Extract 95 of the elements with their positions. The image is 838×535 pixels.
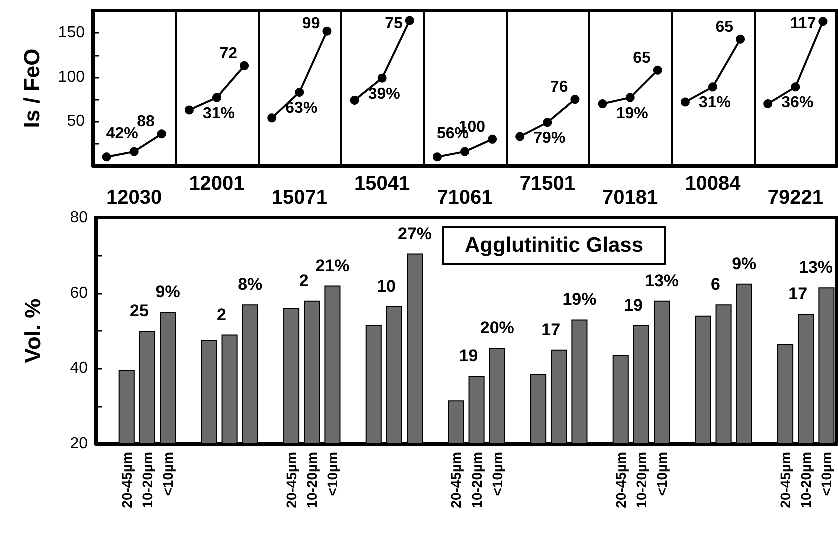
point xyxy=(102,152,112,162)
annotation: 31% xyxy=(698,94,732,112)
annotation: 20% xyxy=(480,318,514,338)
annotation: 63% xyxy=(286,100,318,117)
y-tick-label: 100 xyxy=(58,68,86,86)
point xyxy=(184,106,194,115)
x-tick-label: 10-20µm xyxy=(798,452,814,508)
point xyxy=(295,88,304,97)
annotation: 65 xyxy=(633,50,651,67)
point xyxy=(764,100,773,108)
annotation: 19 xyxy=(459,346,478,366)
x-tick-label: 12030 xyxy=(106,187,162,209)
x-tick-label: <10µm xyxy=(654,452,670,496)
y-tick-label: 20 xyxy=(70,436,88,452)
x-tick-label: 15041 xyxy=(354,173,410,195)
annotation: 25 xyxy=(130,302,149,320)
annotation: 2 xyxy=(299,271,309,290)
x-tick-label: 10084 xyxy=(685,173,742,195)
x-tick-label: 71501 xyxy=(520,173,576,195)
point xyxy=(432,152,442,162)
annotation: 19% xyxy=(616,105,648,122)
annotation: 10 xyxy=(376,277,396,296)
y-tick-label: 60 xyxy=(70,284,88,302)
x-tick-label: 10-20µm xyxy=(468,452,485,508)
point xyxy=(322,26,332,36)
point xyxy=(818,17,828,26)
x-tick-label: 71061 xyxy=(437,187,493,209)
y-tick-label: 150 xyxy=(58,24,86,42)
annotation: 2 xyxy=(217,305,227,324)
x-tick-label: <10µm xyxy=(324,452,341,496)
annotation: 9% xyxy=(732,254,757,274)
y-tick-label: 80 xyxy=(70,210,88,226)
point xyxy=(488,134,498,144)
x-tick-label: 20-45µm xyxy=(284,452,300,508)
point xyxy=(405,16,414,26)
x-tick-label: <10µm xyxy=(160,452,176,496)
point xyxy=(543,118,552,128)
x-tick-label: 20-45µm xyxy=(118,452,135,508)
text: Agglutinitic Glass xyxy=(465,234,644,257)
point xyxy=(268,114,277,123)
annotation: 21% xyxy=(316,256,350,276)
point xyxy=(736,34,746,44)
x-tick-label: 70181 xyxy=(602,187,658,209)
x-tick-label: 79221 xyxy=(768,187,824,209)
annotation: 72 xyxy=(220,45,238,62)
annotation: 117 xyxy=(790,16,816,32)
x-tick-label: 20-45µm xyxy=(778,452,794,508)
annotation: 39% xyxy=(368,86,400,103)
annotation: 76 xyxy=(550,79,568,96)
x-tick-label: 10-20µm xyxy=(633,452,650,508)
point xyxy=(240,61,250,70)
annotation: 9% xyxy=(156,282,180,302)
annotation: 8% xyxy=(238,275,263,294)
point xyxy=(598,100,608,108)
point xyxy=(708,82,718,92)
annotation: 79% xyxy=(534,130,566,148)
x-tick-label: <10µm xyxy=(818,452,835,496)
x-tick-label: 12001 xyxy=(189,173,245,195)
annotation: 17 xyxy=(542,320,561,340)
point xyxy=(516,132,525,142)
annotation: 65 xyxy=(716,18,734,36)
annotation: 6 xyxy=(711,275,721,294)
x-tick-label: 10-20µm xyxy=(304,452,320,508)
annotation: 19% xyxy=(562,290,597,310)
annotation: 75 xyxy=(385,16,403,32)
point xyxy=(653,66,662,75)
annotation: 13% xyxy=(645,271,680,290)
annotation: 17 xyxy=(788,284,808,304)
y-tick-label: 40 xyxy=(70,360,88,378)
point xyxy=(157,130,166,139)
point xyxy=(570,95,580,104)
annotation: 88 xyxy=(137,114,155,131)
x-tick-label: 20-45µm xyxy=(448,452,464,508)
x-tick-label: 20-45µm xyxy=(612,452,629,508)
annotation: 31% xyxy=(202,105,236,122)
y-tick-label: 50 xyxy=(67,113,86,130)
point xyxy=(212,93,222,102)
point xyxy=(460,147,470,156)
point xyxy=(680,98,690,107)
annotation: 19 xyxy=(624,296,643,315)
point xyxy=(626,93,635,102)
annotation: 13% xyxy=(798,258,834,278)
annotation: 27% xyxy=(398,224,432,244)
annotation: 36% xyxy=(782,94,814,112)
x-tick-label: 15071 xyxy=(272,187,328,209)
x-tick-label: <10µm xyxy=(489,452,506,496)
y-axis-title: Vol. % xyxy=(20,298,46,364)
point xyxy=(791,82,800,92)
x-tick-label: 10-20µm xyxy=(139,452,156,508)
y-axis-title: Is / FeO xyxy=(20,48,44,128)
point xyxy=(130,147,139,156)
annotation: 99 xyxy=(302,16,320,32)
point xyxy=(378,74,387,83)
annotation: 42% xyxy=(106,125,138,142)
point xyxy=(350,96,360,105)
